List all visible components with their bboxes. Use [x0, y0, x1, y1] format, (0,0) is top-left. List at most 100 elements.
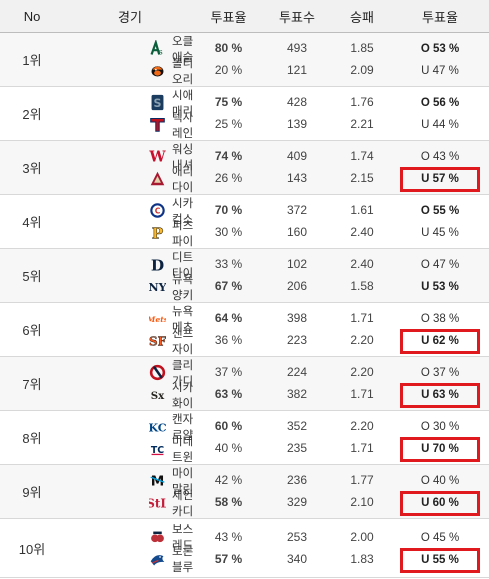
team-entry[interactable]: SF 샌프자이	[149, 328, 196, 356]
team-entry[interactable]: P 피츠파이	[149, 220, 196, 248]
over-under-rate-cell: O 37 % U 63 %	[391, 356, 489, 411]
over-under-rate-cell: O 56 % U 44 %	[391, 86, 489, 141]
over-under-rate: O 45 %	[420, 531, 460, 544]
svg-text:C: C	[155, 206, 161, 215]
team-entry[interactable]: D 디트타이	[149, 252, 196, 280]
rank-cell: 3위	[0, 140, 64, 195]
win-loss-value: 1.83	[350, 551, 374, 566]
vote-rate-cell: 70 % 30 %	[196, 194, 261, 249]
orioles-logo-icon	[149, 62, 166, 79]
win-loss-value-cell: 1.77 2.10	[333, 464, 391, 519]
vote-rate: 60 %	[214, 419, 243, 433]
vote-count: 409	[286, 149, 308, 163]
over-under-rate: U 55 %	[400, 547, 480, 573]
over-under-rate: U 63 %	[400, 383, 480, 408]
vote-count: 235	[286, 441, 308, 455]
team-entry[interactable]: s 오클애슬	[149, 36, 196, 64]
vote-rate: 67 %	[214, 279, 243, 293]
vote-count-cell: 398 223	[261, 302, 333, 357]
team-entry[interactable]: 토론블루	[149, 546, 196, 574]
vote-count: 236	[286, 473, 308, 487]
bluejays-logo-icon	[149, 551, 166, 568]
rank-cell: 2위	[0, 86, 64, 141]
vote-rate: 30 %	[214, 225, 243, 239]
tigers-logo-icon: D	[149, 256, 166, 273]
over-under-rate: O 37 %	[420, 367, 460, 379]
win-loss-value: 1.71	[350, 387, 374, 401]
team-entry[interactable]: StL 세인카디	[149, 490, 196, 518]
svg-text:P: P	[152, 224, 164, 241]
vote-count-cell: 236 329	[261, 464, 333, 519]
team-entry[interactable]: W 워싱내셔	[149, 144, 196, 172]
vote-rate: 64 %	[214, 311, 243, 325]
team-entry[interactable]: NY 뉴욕양키	[149, 274, 196, 302]
mets-logo-icon: Mets	[149, 310, 166, 327]
win-loss-value-cell: 2.00 1.83	[333, 518, 391, 578]
team-entry[interactable]: KC 캔자로얄	[149, 414, 196, 442]
over-under-rate: U 62 %	[400, 329, 480, 354]
svg-text:StL: StL	[149, 497, 166, 511]
nationals-logo-icon: W	[149, 148, 166, 165]
team-entry[interactable]: Sx 시카화이	[149, 382, 196, 410]
win-loss-value: 2.20	[350, 365, 374, 379]
cardinals-logo-icon: StL	[149, 494, 166, 511]
team-entry[interactable]: 볼티오리	[149, 58, 196, 86]
vote-rate: 58 %	[214, 495, 243, 509]
vote-count-cell: 102 206	[261, 248, 333, 303]
header-game: 경기	[64, 0, 196, 33]
win-loss-value: 1.58	[350, 279, 374, 293]
team-entry[interactable]: C 시카컵스	[149, 198, 196, 226]
header-no: No	[0, 0, 64, 33]
team-entry[interactable]: Mets 뉴욕메츠	[149, 306, 196, 334]
win-loss-value: 2.09	[350, 63, 374, 77]
vote-count: 121	[286, 63, 308, 77]
win-loss-value-cell: 1.76 2.21	[333, 86, 391, 141]
vote-rate: 42 %	[214, 473, 243, 487]
team-name: 미네트윈	[172, 435, 194, 464]
team-entry[interactable]: 클리가디	[149, 360, 196, 388]
vote-count: 253	[286, 529, 308, 544]
matchup-cell: M 마이말린 StL 세인카디	[64, 464, 196, 519]
vote-rate: 70 %	[214, 203, 243, 217]
matchup-cell: s 오클애슬 볼티오리	[64, 32, 196, 87]
vote-count: 139	[286, 117, 308, 131]
vote-rate: 20 %	[214, 63, 243, 77]
vote-count: 352	[286, 419, 308, 433]
vote-count-cell: 352 235	[261, 410, 333, 465]
vote-count: 372	[286, 203, 308, 217]
over-under-rate: O 55 %	[420, 205, 460, 217]
game-row: 4위 C 시카컵스 P 피츠파이 70 % 30 % 372 160 1.61 2.40 O 55 %…	[0, 194, 489, 249]
matchup-cell: 보스레드 토론블루	[64, 518, 196, 578]
win-loss-value-cell: 1.71 2.20	[333, 302, 391, 357]
vote-rate: 33 %	[214, 257, 243, 271]
over-under-rate-cell: O 40 % U 60 %	[391, 464, 489, 519]
over-under-rate: O 40 %	[420, 475, 460, 487]
over-under-rate: O 53 %	[420, 43, 460, 55]
team-entry[interactable]: M 마이말린	[149, 468, 196, 496]
team-name: 오클애슬	[172, 35, 194, 64]
vote-rate: 63 %	[214, 387, 243, 401]
yankees-logo-icon: NY	[149, 278, 166, 295]
header-ou-rate: 투표율	[391, 0, 489, 33]
rank-cell: 7위	[0, 356, 64, 411]
rank-cell: 4위	[0, 194, 64, 249]
rangers-logo-icon	[149, 116, 166, 133]
rank-cell: 1위	[0, 32, 64, 87]
over-under-rate: U 44 %	[421, 119, 459, 131]
team-name: 샌프자이	[172, 327, 194, 356]
team-entry[interactable]: 텍사레인	[149, 112, 196, 140]
team-entry[interactable]: TC 미네트윈	[149, 436, 196, 464]
svg-text:Sx: Sx	[151, 390, 165, 402]
team-entry[interactable]: 보스레드	[149, 524, 196, 552]
win-loss-value: 2.20	[350, 333, 374, 347]
matchup-cell: S 시애매리 텍사레인	[64, 86, 196, 141]
team-name: 클리가디	[172, 359, 194, 388]
over-under-rate: O 30 %	[420, 421, 460, 433]
vote-count: 160	[286, 225, 308, 239]
over-under-rate: U 70 %	[400, 437, 480, 462]
vote-count: 143	[286, 171, 308, 185]
team-entry[interactable]: S 시애매리	[149, 90, 196, 118]
team-entry[interactable]: 애리다이	[149, 166, 196, 194]
mariners-logo-icon: S	[149, 94, 166, 111]
